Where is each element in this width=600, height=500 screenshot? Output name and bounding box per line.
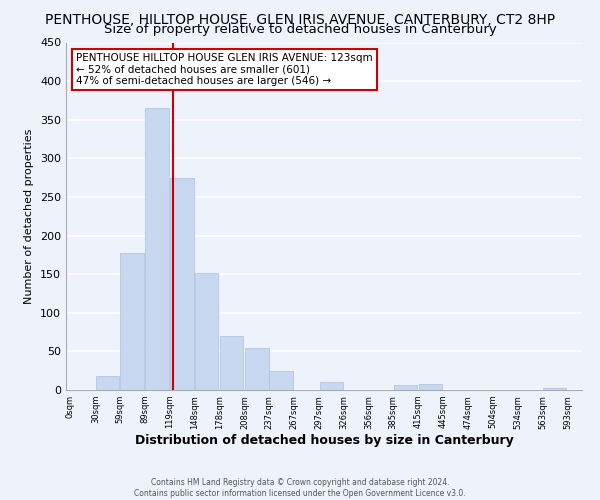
Y-axis label: Number of detached properties: Number of detached properties bbox=[25, 128, 34, 304]
Bar bbox=[320, 382, 343, 390]
Bar bbox=[220, 336, 244, 390]
Bar bbox=[269, 372, 293, 390]
Bar bbox=[145, 108, 169, 390]
Text: PENTHOUSE HILLTOP HOUSE GLEN IRIS AVENUE: 123sqm
← 52% of detached houses are sm: PENTHOUSE HILLTOP HOUSE GLEN IRIS AVENUE… bbox=[76, 53, 373, 86]
Bar bbox=[419, 384, 442, 390]
Bar bbox=[245, 348, 269, 390]
Bar bbox=[195, 274, 218, 390]
Bar bbox=[170, 178, 194, 390]
Text: Size of property relative to detached houses in Canterbury: Size of property relative to detached ho… bbox=[104, 22, 496, 36]
Text: PENTHOUSE, HILLTOP HOUSE, GLEN IRIS AVENUE, CANTERBURY, CT2 8HP: PENTHOUSE, HILLTOP HOUSE, GLEN IRIS AVEN… bbox=[45, 12, 555, 26]
Bar bbox=[543, 388, 566, 390]
Bar bbox=[96, 376, 119, 390]
X-axis label: Distribution of detached houses by size in Canterbury: Distribution of detached houses by size … bbox=[134, 434, 514, 448]
Bar bbox=[120, 254, 143, 390]
Text: Contains HM Land Registry data © Crown copyright and database right 2024.
Contai: Contains HM Land Registry data © Crown c… bbox=[134, 478, 466, 498]
Bar bbox=[394, 386, 417, 390]
